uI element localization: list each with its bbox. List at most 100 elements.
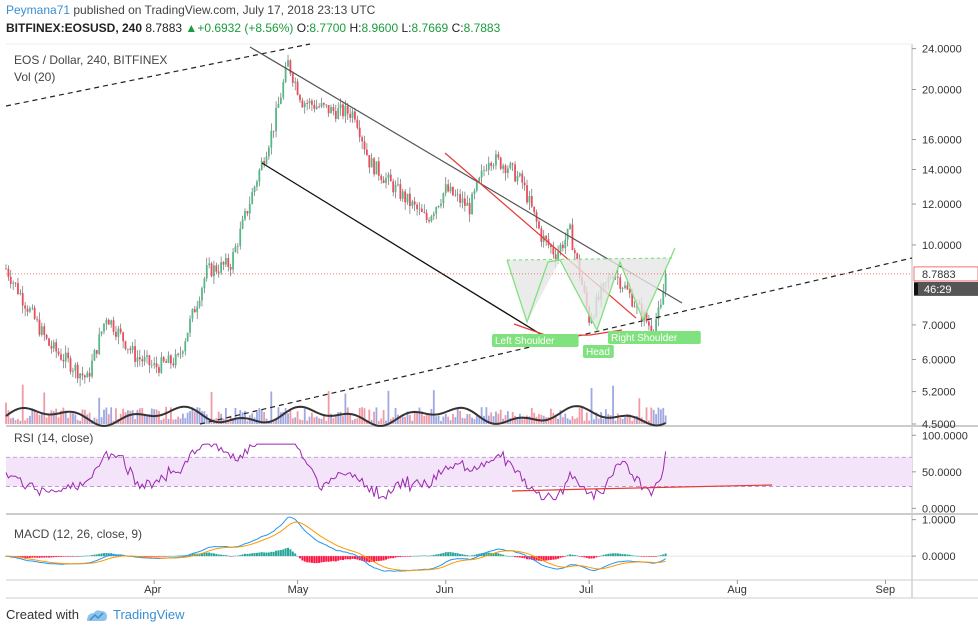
macd-hist-bar (616, 553, 619, 557)
candle (516, 175, 519, 182)
volume-bar (473, 419, 476, 424)
volume-bar (409, 414, 411, 424)
macd-line (5, 516, 666, 572)
macd-hist-bar (516, 556, 519, 558)
macd-hist-bar (557, 556, 560, 559)
macd-hist-bar (518, 556, 521, 558)
rsi-tick-label: 100.0000 (922, 430, 968, 442)
volume-bar (571, 416, 574, 424)
pattern-label: Head (586, 347, 610, 358)
macd-hist-bar (595, 556, 598, 558)
macd-tick-label: 1.0000 (922, 515, 956, 527)
candle (342, 104, 344, 117)
rsi-line (5, 443, 667, 501)
macd-hist-bar (664, 553, 667, 557)
volume-bar (332, 418, 335, 424)
candle (213, 265, 215, 277)
candle (361, 137, 364, 142)
candle (339, 104, 342, 109)
volume-bar (418, 407, 421, 424)
macd-hist-bar (143, 556, 146, 557)
y-tick-label: 12.0000 (922, 199, 962, 211)
candle (167, 355, 170, 363)
volume-bar (523, 417, 526, 424)
candle (93, 350, 96, 361)
candle (399, 184, 402, 199)
macd-hist-bar (547, 556, 550, 561)
macd-hist-bar (475, 554, 478, 557)
volume-bar (72, 413, 74, 424)
volume-bar (322, 414, 325, 424)
macd-hist-bar (506, 555, 509, 557)
candle (566, 228, 569, 240)
macd-hist-bar (284, 548, 287, 557)
macd-hist-bar (549, 556, 552, 560)
macd-hist-bar (337, 556, 340, 561)
volume-bars (5, 384, 667, 424)
macd-hist-bar (454, 552, 457, 557)
macd-hist-bar (442, 552, 445, 557)
candle (239, 228, 242, 247)
candle (454, 194, 457, 196)
macd-hist-bar (392, 556, 395, 559)
macd-hist-bar (432, 555, 435, 557)
candle (311, 100, 313, 105)
macd-hist-bar (607, 553, 610, 557)
candle (385, 177, 387, 183)
candle (490, 162, 493, 167)
candle (363, 141, 366, 150)
macd-hist-bar (107, 553, 110, 557)
volume-bar (454, 417, 457, 424)
macd-hist-bar (635, 555, 638, 557)
candle (131, 346, 134, 351)
author-link[interactable]: Peymana71 (6, 3, 71, 17)
candle (418, 208, 421, 210)
candle (664, 273, 667, 292)
macd-hist-bar (511, 556, 514, 557)
candle (645, 312, 648, 322)
tradingview-link[interactable]: TradingView (112, 607, 185, 622)
candle (655, 319, 657, 332)
candle (518, 173, 521, 176)
candle (236, 246, 239, 247)
tradingview-logo-icon (86, 609, 107, 621)
candle (351, 111, 354, 118)
macd-tick-label: 0.0000 (922, 551, 956, 563)
macd-hist-bar (24, 556, 27, 558)
volume-bar (463, 418, 466, 424)
volume-bar (275, 419, 277, 424)
macd-hist-bar (224, 555, 227, 557)
signal-line (5, 521, 666, 572)
macd-hist-bar (578, 556, 581, 557)
candle (468, 202, 471, 215)
volume-bar (277, 407, 280, 424)
candle (478, 177, 481, 183)
candle (227, 257, 230, 267)
candle (26, 308, 29, 312)
candle (248, 204, 251, 214)
volume-bar (177, 416, 179, 424)
candle (301, 100, 304, 108)
volume-bar (452, 413, 454, 424)
candle (473, 190, 476, 195)
volume-bar (540, 414, 543, 424)
candle (626, 285, 629, 290)
macd-hist-bar (334, 556, 337, 562)
macd-hist-bar (232, 555, 235, 557)
volume-bar (361, 407, 364, 424)
volume-bar (626, 413, 629, 424)
volume-bar (5, 402, 7, 424)
macd-hist-bar (19, 556, 22, 558)
candle (420, 208, 423, 212)
candle (45, 334, 48, 339)
volume-bar (344, 393, 347, 424)
macd-hist-bar (339, 556, 342, 560)
volume-bar (294, 417, 297, 424)
macd-hist-bar (282, 549, 285, 557)
macd-hist-bar (294, 553, 297, 557)
volume-bar (478, 415, 481, 424)
volume-bar (339, 411, 342, 424)
candle (315, 106, 318, 109)
macd-hist-bar (411, 556, 414, 557)
